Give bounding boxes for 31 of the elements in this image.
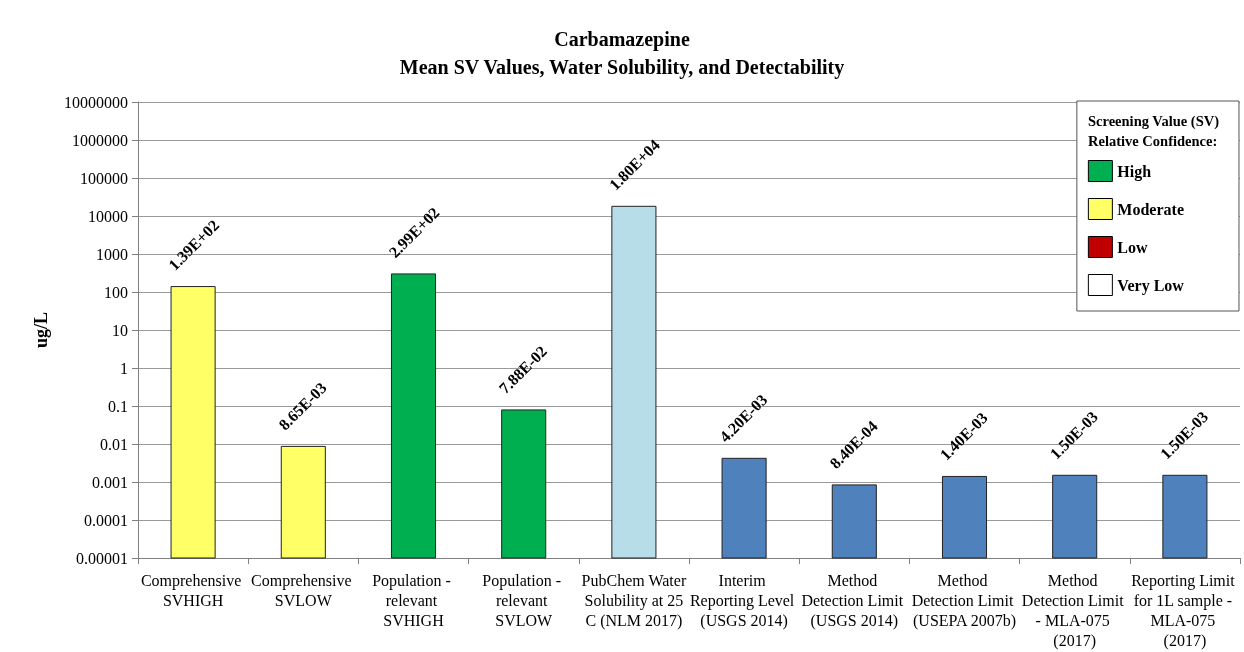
- y-tick-label: 10: [112, 321, 128, 339]
- x-tick-label: Comprehensive SVHIGH: [140, 571, 246, 609]
- y-tick-label: 0.0001: [84, 511, 128, 529]
- y-tick-label: 100: [104, 283, 128, 301]
- x-tick-label: Method Detection Limit - MLA-075 (2017): [1021, 571, 1128, 650]
- x-tick-label: PubChem Water Solubility at 25 C (NLM 2017): [580, 571, 688, 630]
- y-tick-label: 0.1: [108, 397, 128, 415]
- y-tick-label: 1: [120, 359, 128, 377]
- chart-title: Carbamazepine: [554, 28, 690, 51]
- legend-title: Screening Value (SV) Relative Confidence:: [1088, 113, 1223, 149]
- legend-label: High: [1117, 162, 1152, 181]
- y-tick-label: 0.001: [92, 473, 128, 491]
- y-tick-label: 10000000: [64, 93, 128, 111]
- y-tick-label: 0.00001: [76, 549, 128, 567]
- chart-subtitle: Mean SV Values, Water Solubility, and Detectability: [399, 56, 845, 79]
- y-tick-label: 1000: [96, 245, 128, 263]
- legend-label: Very Low: [1117, 276, 1185, 295]
- y-tick-label: 10000: [88, 207, 128, 225]
- y-tick-label: 0.01: [100, 435, 128, 453]
- x-tick-label: Reporting Limit for 1L sample - MLA-075 (2017): [1131, 571, 1239, 650]
- x-tick-label: Population - relevant SVHIGH: [372, 571, 455, 629]
- y-axis-title: ug/L: [31, 311, 51, 349]
- x-tick-label: Comprehensive SVLOW: [251, 571, 356, 609]
- legend-label: Moderate: [1117, 200, 1185, 218]
- x-tick-label: Population - relevant SVLOW: [482, 571, 566, 629]
- y-tick-label: 1000000: [72, 131, 128, 149]
- x-tick-label: Method Detection Limit (USGS 2014): [801, 571, 908, 630]
- x-tick-label: Interim Reporting Level (USGS 2014): [689, 571, 799, 630]
- x-tick-label: Method Detection Limit (USEPA 2007b): [911, 571, 1018, 630]
- legend-label: Low: [1117, 238, 1149, 256]
- y-tick-label: 100000: [80, 169, 128, 187]
